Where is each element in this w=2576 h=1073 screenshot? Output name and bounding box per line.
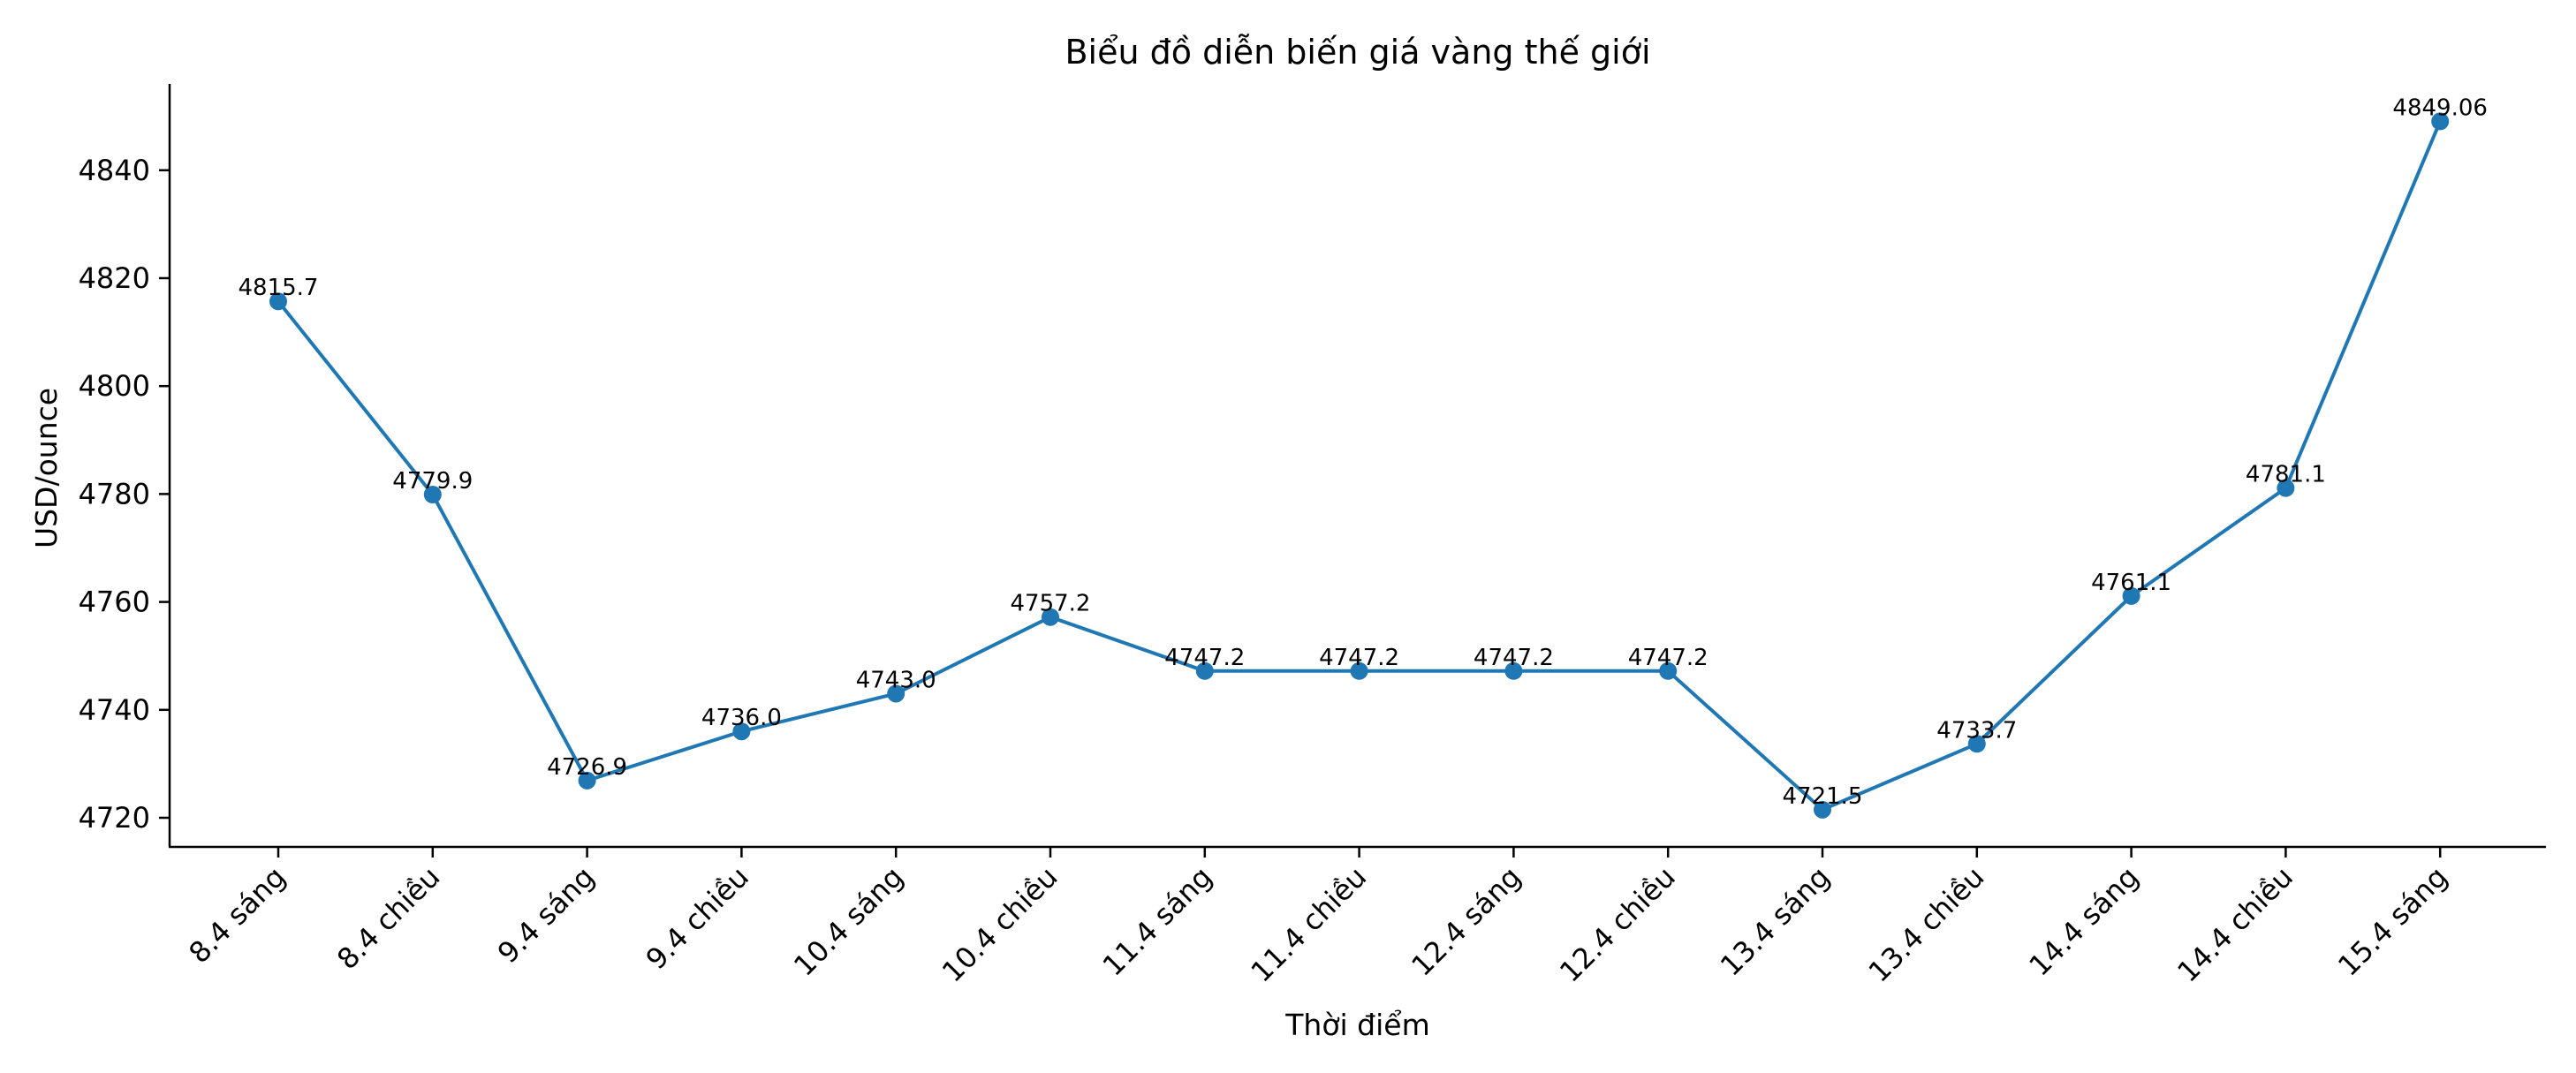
- x-tick-label: 11.4 chiều: [1244, 860, 1373, 989]
- data-label: 4736.0: [701, 705, 782, 731]
- x-ticks: 8.4 sáng 8.4 chiều 9.4 sáng 9.4 chiều 10.4 s…: [182, 847, 2454, 989]
- data-point: [732, 722, 751, 741]
- data-label: 4779.9: [392, 468, 473, 495]
- data-label: 4743.0: [856, 667, 936, 693]
- chart-title: Biểu đồ diễn biến giá vàng thế giới: [1064, 33, 1650, 72]
- data-point: [2431, 112, 2450, 131]
- y-tick-label: 4760: [79, 586, 150, 619]
- x-tick-label: 12.4 chiều: [1553, 860, 1682, 989]
- data-point: [578, 771, 596, 790]
- data-point: [1042, 608, 1059, 626]
- y-tick-label: 4720: [79, 801, 150, 835]
- data-labels: 4815.7 4779.9 4726.9 4736.0 4743.0 4757.2 4747…: [239, 94, 2488, 809]
- y-axis-label: USD/ounce: [29, 388, 64, 548]
- data-point: [1195, 661, 1214, 680]
- x-tick-label: 13.4 sáng: [1714, 860, 1837, 983]
- data-point: [423, 485, 442, 503]
- data-point: [2122, 586, 2140, 605]
- y-tick-label: 4840: [79, 154, 150, 187]
- x-tick-label: 12.4 sáng: [1405, 860, 1527, 983]
- data-label: 4733.7: [1936, 717, 2017, 744]
- data-point: [1504, 661, 1523, 680]
- data-points: [269, 112, 2450, 819]
- data-label: 4815.7: [239, 275, 319, 301]
- x-tick-label: 10.4 chiều: [936, 860, 1064, 989]
- y-tick-label: 4740: [79, 693, 150, 727]
- data-point: [1967, 735, 1986, 753]
- data-label: 4747.2: [1474, 645, 1554, 671]
- data-label: 4849.06: [2392, 94, 2488, 121]
- x-tick-label: 8.4 chiều: [330, 860, 446, 976]
- data-label: 4747.2: [1164, 645, 1245, 671]
- data-point: [2277, 479, 2295, 497]
- data-point: [1814, 800, 1831, 819]
- x-tick-label: 14.4 chiều: [2171, 860, 2299, 989]
- data-label: 4726.9: [547, 754, 627, 781]
- x-tick-label: 8.4 sáng: [182, 860, 292, 970]
- x-tick-label: 9.4 chiều: [640, 860, 755, 976]
- data-label: 4761.1: [2091, 570, 2171, 596]
- data-point: [887, 684, 905, 703]
- y-tick-label: 4800: [79, 369, 150, 403]
- data-label: 4747.2: [1319, 645, 1399, 671]
- x-tick-label: 11.4 sáng: [1096, 860, 1219, 983]
- x-tick-label: 10.4 sáng: [787, 860, 910, 983]
- data-label: 4721.5: [1783, 783, 1863, 810]
- x-tick-label: 14.4 sáng: [2022, 860, 2145, 983]
- x-tick-label: 15.4 sáng: [2331, 860, 2454, 983]
- data-point: [1350, 661, 1368, 680]
- series-line: [277, 120, 2443, 812]
- data-point: [1659, 661, 1678, 680]
- data-label: 4747.2: [1628, 645, 1708, 671]
- y-ticks: 4720 4740 4760 4780 4800 4820 4840: [79, 154, 170, 835]
- data-point: [269, 292, 287, 311]
- y-tick-label: 4780: [79, 477, 150, 510]
- data-label: 4781.1: [2246, 462, 2326, 488]
- x-axis-label: Thời điểm: [1284, 1008, 1430, 1042]
- x-tick-label: 9.4 sáng: [491, 860, 601, 970]
- y-tick-label: 4820: [79, 261, 150, 295]
- x-tick-label: 13.4 chiều: [1862, 860, 1991, 989]
- data-label: 4757.2: [1011, 591, 1091, 617]
